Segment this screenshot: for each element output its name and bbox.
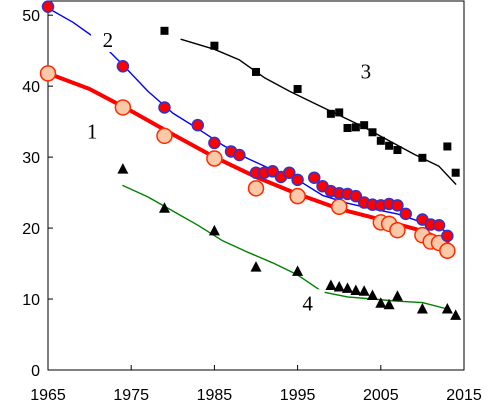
series-3-point [360, 121, 369, 130]
series-3-point [293, 84, 302, 93]
y-tick-label: 20 [22, 221, 40, 238]
series-2-point [191, 118, 205, 132]
series-3-point [335, 108, 344, 117]
series-1-point [289, 187, 306, 205]
series-2-point [441, 229, 454, 243]
y-axis: 0 10 20 30 40 50 [22, 8, 53, 380]
series-2-point [266, 165, 279, 178]
series-label-bg [75, 117, 110, 144]
series-1-point [330, 198, 348, 216]
series-4-point [441, 302, 453, 314]
series-4-point [342, 282, 354, 293]
series-2-point [41, 0, 55, 13]
y-tick-label: 40 [22, 79, 40, 96]
series-3-point [385, 141, 394, 150]
series-2-point [208, 136, 221, 150]
y-tick-label: 0 [31, 363, 40, 380]
x-tick-label: 2005 [363, 387, 399, 404]
series-4-point [383, 298, 395, 310]
series-4-point [158, 202, 170, 213]
series-3-point [252, 67, 260, 76]
series-4-point [208, 224, 220, 236]
series-3-point [393, 146, 402, 155]
series-3-point [443, 142, 452, 151]
series-3-point [418, 153, 427, 162]
series-1-point [439, 242, 456, 260]
series-3-point [343, 124, 352, 133]
x-tick-label: 1985 [197, 387, 233, 404]
series-2-point [283, 166, 296, 179]
series-markers [39, 0, 462, 320]
y-tick-label: 30 [22, 150, 40, 167]
series-3-point [451, 168, 460, 177]
series-label-bg [348, 57, 383, 84]
series-4-point [333, 280, 345, 292]
x-tick-label: 1995 [280, 387, 316, 404]
series-2-point [233, 148, 246, 162]
series-3-point [326, 109, 335, 118]
series-2-point [291, 173, 304, 187]
series-4-point [358, 285, 370, 296]
series-label: 1 [87, 120, 98, 144]
x-axis: 1965 1975 1985 1995 2005 2015 [30, 365, 482, 404]
series-label-bg [290, 289, 325, 316]
series-4-point [366, 289, 378, 300]
series-2-point [432, 218, 446, 232]
series-4-point [350, 284, 362, 296]
series-4-point [250, 261, 262, 272]
series-2-point [399, 207, 413, 221]
series-4-point [292, 265, 304, 276]
series-1-point [114, 99, 132, 116]
series-1-point [389, 221, 406, 239]
series-1-point [39, 65, 57, 82]
series-label-bg [90, 26, 125, 53]
series-4-point [416, 302, 428, 314]
series-3-point [210, 41, 219, 50]
x-tick-label: 2015 [446, 387, 482, 404]
series-labels: 1 2 3 4 [75, 26, 383, 316]
series-label: 4 [302, 291, 313, 315]
series-4-point [117, 163, 129, 174]
series-3-point [351, 123, 360, 132]
y-tick-label: 50 [22, 8, 40, 25]
series-2-point [307, 171, 321, 184]
series-1-point [156, 127, 173, 145]
series-4-point [391, 290, 403, 301]
series-3-point [368, 128, 377, 137]
series-3-point [376, 136, 385, 145]
series-2-point [116, 60, 130, 73]
x-tick-label: 1975 [113, 387, 149, 404]
x-tick-label: 1965 [30, 387, 66, 404]
y-tick-label: 10 [22, 292, 40, 309]
series-1-point [206, 150, 223, 167]
series-3-point [160, 26, 169, 35]
series-2-point [391, 199, 404, 212]
series-2-point [349, 189, 363, 203]
series-4-trend-line [122, 184, 449, 310]
series-1-point [247, 180, 265, 197]
series-2-point [158, 101, 171, 114]
series-3-trend-line [180, 38, 457, 185]
series-label: 2 [103, 28, 114, 52]
series-4-point [325, 279, 337, 291]
series-4-point [375, 297, 387, 308]
series-label: 3 [361, 59, 372, 83]
series-4-point [450, 309, 462, 320]
